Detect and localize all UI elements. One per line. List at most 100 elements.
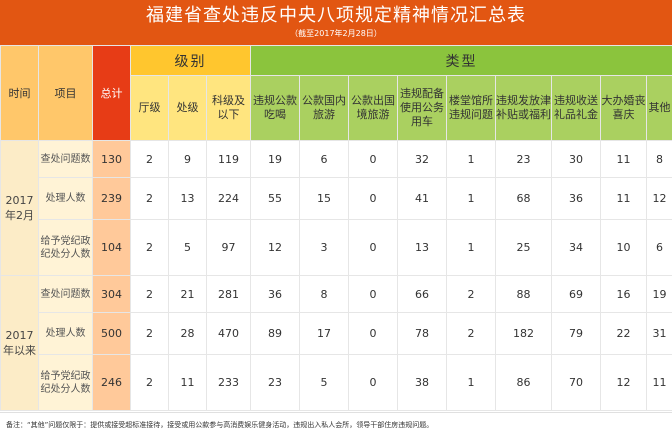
table-cell: 1 — [446, 219, 496, 276]
table-cell: 10 — [600, 219, 647, 276]
table-cell: 30 — [551, 140, 601, 178]
summary-table: 时间 项目 总计 级别 类型 厅级 处级 科级及以下 违规公款吃喝 公款国内旅游… — [0, 45, 672, 411]
table-row: 2017年2月 查处问题数 130 2 9 119 19 6 0 32 1 23… — [0, 140, 672, 276]
table-row: 处理人数 239 2 13 224 55 15 0 41 1 68 36 11 … — [1, 177, 672, 220]
footnote: 备注：“其他”问题仅限于：提供或接受超标准接待，接受或用公款参与高消费娱乐健身活… — [0, 412, 672, 437]
row-total: 304 — [92, 275, 131, 313]
table-cell: 31 — [645, 312, 672, 355]
time-header: 时间 — [0, 45, 39, 141]
table-cell: 11 — [600, 177, 647, 220]
type-column-header: 楼堂馆所违规问题 — [446, 75, 496, 141]
table-cell: 2 — [130, 312, 169, 355]
row-item-label: 给予党纪政纪处分人数 — [38, 219, 93, 276]
table-cell: 0 — [348, 219, 398, 276]
table-cell: 23 — [495, 140, 552, 178]
table-cell: 2 — [446, 312, 496, 355]
type-column-header: 公款出国境旅游 — [348, 75, 398, 141]
row-total: 130 — [92, 140, 131, 178]
table-cell: 1 — [446, 140, 496, 178]
table-row: 给予党纪政纪处分人数 246 2 11 233 23 5 0 38 1 86 7… — [1, 354, 672, 411]
table-cell: 69 — [551, 275, 601, 313]
table-row: 2017年以来 查处问题数 304 2 21 281 36 8 0 66 2 8… — [0, 275, 672, 411]
table-cell: 233 — [206, 354, 251, 411]
table-cell: 34 — [551, 219, 601, 276]
table-cell: 2 — [130, 177, 169, 220]
table-cell: 97 — [206, 219, 251, 276]
table-cell: 224 — [206, 177, 251, 220]
table-cell: 25 — [495, 219, 552, 276]
table-cell: 182 — [495, 312, 552, 355]
table-cell: 470 — [206, 312, 251, 355]
type-column-header: 大办婚丧喜庆 — [600, 75, 647, 141]
table-cell: 13 — [168, 177, 207, 220]
table-cell: 66 — [397, 275, 447, 313]
type-column-header: 违规配备使用公务用车 — [397, 75, 447, 141]
table-cell: 41 — [397, 177, 447, 220]
row-item-label: 查处问题数 — [38, 140, 93, 178]
table-cell: 17 — [299, 312, 349, 355]
table-row: 处理人数 500 2 28 470 89 17 0 78 2 182 79 22… — [1, 312, 672, 355]
table-cell: 6 — [299, 140, 349, 178]
table-cell: 2 — [130, 140, 169, 178]
table-cell: 6 — [645, 219, 672, 276]
table-cell: 5 — [168, 219, 207, 276]
table-cell: 22 — [600, 312, 647, 355]
header-row-columns: 厅级 处级 科级及以下 违规公款吃喝 公款国内旅游 公款出国境旅游 违规配备使用… — [1, 75, 672, 141]
table-cell: 0 — [348, 140, 398, 178]
type-column-header: 其他 — [645, 75, 672, 141]
table-cell: 11 — [600, 140, 647, 178]
table-cell: 0 — [348, 177, 398, 220]
title-bar: 福建省查处违反中央八项规定精神情况汇总表 （截至2017年2月28日） — [0, 0, 672, 45]
table-cell: 19 — [250, 140, 300, 178]
row-item-label: 处理人数 — [38, 177, 93, 220]
table-cell: 36 — [551, 177, 601, 220]
level-column-header: 厅级 — [130, 75, 169, 141]
table-row: 给予党纪政纪处分人数 104 2 5 97 12 3 0 13 1 25 34 … — [1, 219, 672, 276]
table-cell: 68 — [495, 177, 552, 220]
row-item-label: 给予党纪政纪处分人数 — [38, 354, 93, 411]
type-group-header: 类型 — [249, 45, 672, 76]
row-item-label: 查处问题数 — [38, 275, 93, 313]
table-cell: 79 — [551, 312, 601, 355]
row-total: 246 — [92, 354, 131, 411]
level-column-header: 处级 — [168, 75, 207, 141]
table-cell: 11 — [645, 354, 672, 411]
table-cell: 0 — [348, 354, 398, 411]
row-total: 104 — [92, 219, 131, 276]
table-cell: 86 — [495, 354, 552, 411]
table-cell: 2 — [446, 275, 496, 313]
table-cell: 3 — [299, 219, 349, 276]
row-total: 500 — [92, 312, 131, 355]
table-cell: 78 — [397, 312, 447, 355]
row-item-label: 处理人数 — [38, 312, 93, 355]
table-cell: 2 — [130, 219, 169, 276]
table-cell: 1 — [446, 177, 496, 220]
table-cell: 2 — [130, 354, 169, 411]
table-cell: 36 — [250, 275, 300, 313]
row-total: 239 — [92, 177, 131, 220]
period-label: 2017年以来 — [0, 275, 39, 411]
table-cell: 8 — [645, 140, 672, 178]
total-header: 总计 — [92, 45, 131, 141]
table-cell: 2 — [130, 275, 169, 313]
table-cell: 38 — [397, 354, 447, 411]
table-cell: 12 — [600, 354, 647, 411]
table-cell: 119 — [206, 140, 251, 178]
table-cell: 32 — [397, 140, 447, 178]
type-column-header: 违规发放津补贴或福利 — [495, 75, 552, 141]
table-cell: 9 — [168, 140, 207, 178]
table-cell: 13 — [397, 219, 447, 276]
level-column-header: 科级及以下 — [206, 75, 251, 141]
table-cell: 28 — [168, 312, 207, 355]
table-cell: 88 — [495, 275, 552, 313]
table-cell: 89 — [250, 312, 300, 355]
type-column-header: 违规公款吃喝 — [250, 75, 300, 141]
table-cell: 12 — [250, 219, 300, 276]
table-cell: 16 — [600, 275, 647, 313]
header-row-group: 时间 项目 总计 级别 类型 — [0, 45, 672, 141]
table-cell: 15 — [299, 177, 349, 220]
table-cell: 23 — [250, 354, 300, 411]
level-group-header: 级别 — [130, 45, 251, 76]
table-cell: 11 — [168, 354, 207, 411]
table-cell: 70 — [551, 354, 601, 411]
